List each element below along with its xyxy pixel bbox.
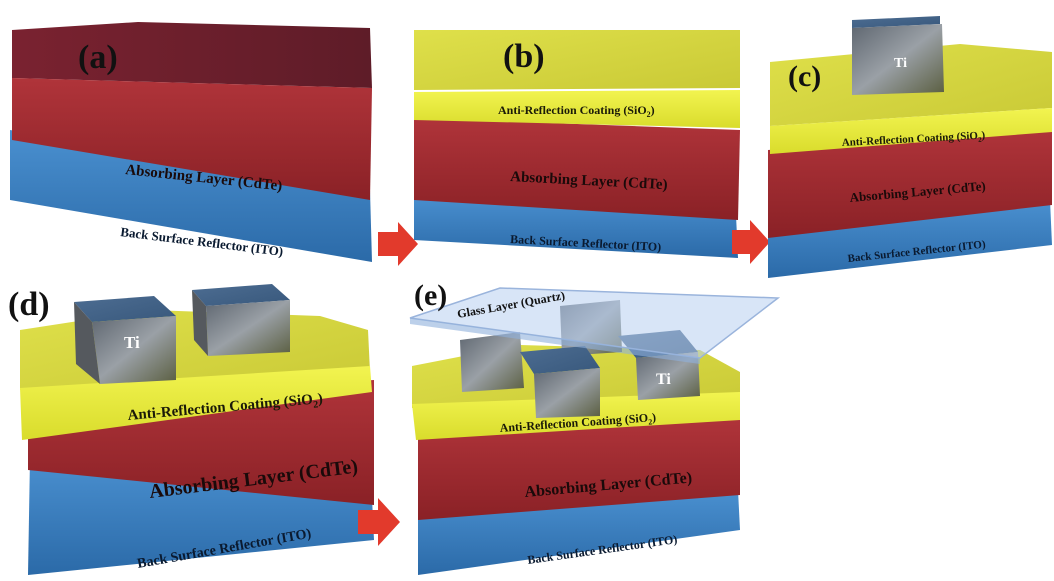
coating-layer-label: Anti-Reflection Coating (SiO2): [498, 103, 655, 119]
panel-letter: (c): [788, 60, 821, 93]
panel-a: (a) Absorbing Layer (CdTe) Back Surface …: [10, 22, 372, 262]
ti-contact-top: [520, 346, 600, 374]
arrow-icon: [358, 498, 400, 546]
absorbing-layer: [418, 418, 740, 520]
absorbing-layer: [12, 78, 372, 200]
panel-d: Ti (d) Anti-Reflection Coating (SiO2) Ab…: [8, 284, 374, 575]
panel-letter: (d): [8, 286, 50, 323]
ti-contact: [460, 332, 524, 392]
ti-contact-top: [74, 296, 176, 322]
ti-contact-top: [852, 16, 940, 28]
arrow-icon: [378, 222, 418, 266]
ti-contact: [534, 368, 600, 418]
glass-layer: [409, 287, 781, 359]
ti-contact: [92, 316, 176, 384]
panel-letter: (e): [414, 279, 447, 312]
coating-layer: [770, 108, 1052, 154]
ti-contact-label: Ti: [124, 333, 140, 352]
reflector-layer: [28, 458, 374, 575]
reflector-layer: [10, 130, 372, 262]
glass-layer-edge: [410, 318, 700, 364]
arrow-icon: [732, 220, 770, 264]
absorbing-layer-top: [12, 22, 372, 88]
ti-contact: [852, 24, 944, 95]
panel-letter: (b): [503, 38, 545, 75]
panel-letter: (a): [78, 39, 118, 76]
absorbing-layer: [414, 118, 740, 220]
absorbing-layer: [768, 128, 1052, 238]
ti-contact-side: [74, 302, 100, 384]
ti-contact-label: Ti: [894, 56, 907, 71]
coating-layer: [414, 90, 740, 128]
panel-e: Glass Layer (Quartz) Ti (e) Anti-Reflect…: [409, 279, 781, 575]
coating-layer: [20, 366, 372, 440]
ti-contact-side: [192, 290, 208, 356]
ti-contact: [636, 352, 700, 400]
reflector-layer: [768, 200, 1052, 278]
coating-layer-top: [414, 30, 740, 90]
ti-contact: [206, 300, 290, 356]
panel-b: (b) Anti-Reflection Coating (SiO2) Absor…: [414, 30, 740, 258]
panel-c: Ti (c) Anti-Reflection Coating (SiO2) Ab…: [768, 16, 1052, 278]
ti-contact-top: [192, 284, 290, 306]
ti-contact-label: Ti: [656, 371, 671, 388]
